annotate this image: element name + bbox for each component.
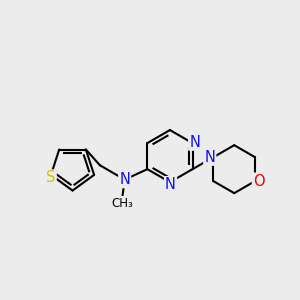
Text: CH₃: CH₃ (111, 196, 133, 210)
Text: S: S (46, 170, 56, 185)
Text: N: N (165, 177, 176, 192)
Text: N: N (119, 172, 130, 187)
Text: N: N (189, 135, 200, 150)
Text: O: O (253, 174, 265, 189)
Text: N: N (204, 150, 215, 165)
